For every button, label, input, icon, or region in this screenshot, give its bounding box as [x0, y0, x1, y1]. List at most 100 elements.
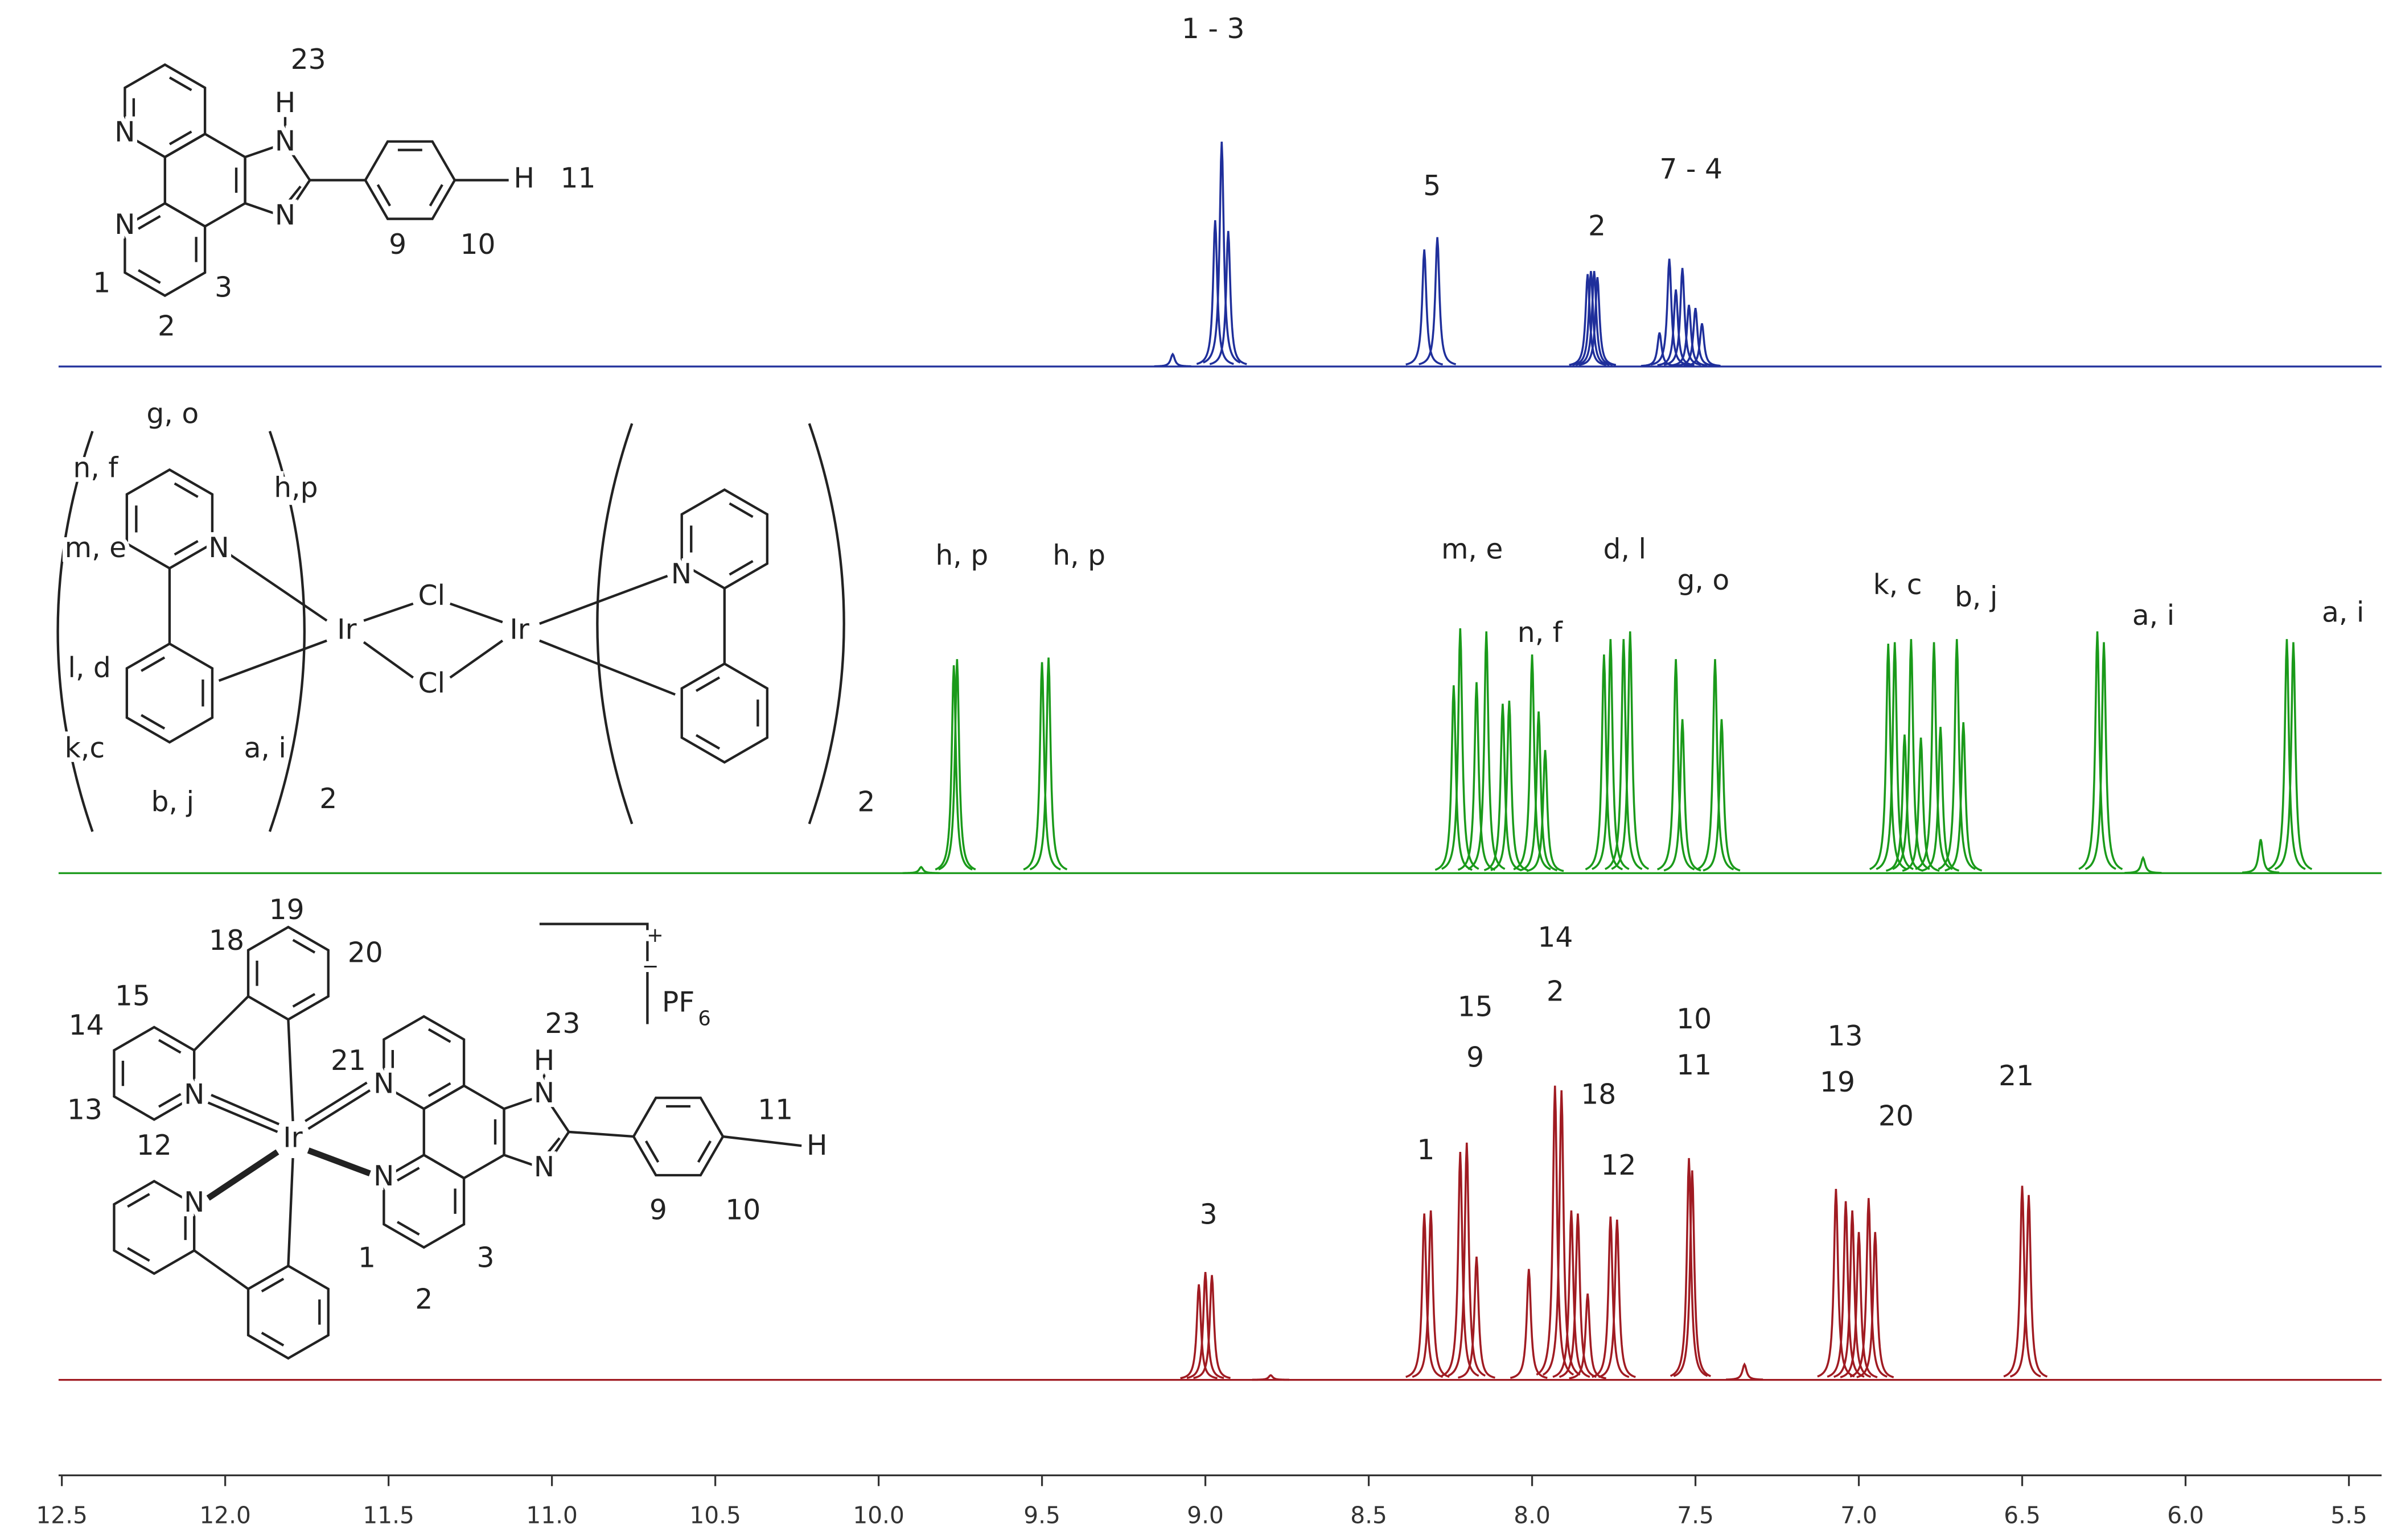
ring	[632, 1096, 725, 1177]
structure-label: +	[647, 924, 663, 947]
peak-annotation: 21	[1999, 1060, 2034, 1092]
peak	[1252, 1374, 1289, 1381]
structure-label: a, i	[244, 732, 286, 764]
structure-label: N	[534, 1077, 554, 1109]
peak-annotation: 14	[1537, 922, 1573, 954]
peak	[1856, 1232, 1894, 1378]
structure-label: 1	[93, 267, 110, 299]
bond	[729, 560, 754, 576]
bond	[427, 1082, 451, 1097]
structure-label: 9	[649, 1195, 667, 1226]
x-tick-label: 12.0	[199, 1501, 250, 1529]
x-tick-label: 10.5	[689, 1501, 741, 1529]
structure-label: 10	[725, 1195, 760, 1226]
bond	[450, 602, 503, 624]
bond	[695, 734, 721, 750]
peak	[2084, 642, 2123, 870]
bond	[363, 602, 414, 622]
wedge	[307, 1147, 371, 1177]
x-tick-label: 7.5	[1677, 1501, 1714, 1529]
structure-label: 3	[477, 1242, 495, 1274]
bond	[697, 1140, 712, 1163]
ring	[383, 1154, 466, 1249]
bond	[158, 1039, 182, 1054]
peak-annotation: b, j	[1955, 582, 1997, 613]
structure-label: 23	[545, 1008, 580, 1040]
bond	[218, 639, 327, 682]
structure-label: N	[114, 209, 135, 241]
peak	[1663, 719, 1701, 872]
structure-label: 23	[291, 44, 326, 76]
peak	[1196, 220, 1234, 365]
peak	[1944, 722, 1983, 872]
peak-annotation: 5	[1423, 170, 1441, 202]
peak	[938, 659, 976, 871]
bond	[138, 269, 161, 284]
ring	[124, 201, 207, 298]
peak-annotation: h, p	[1052, 540, 1105, 572]
structure-label: N	[208, 532, 229, 564]
x-tick-label: 6.5	[2004, 1501, 2041, 1529]
peak	[1673, 1170, 1711, 1377]
structure-label: N	[275, 200, 295, 232]
peak	[1186, 1272, 1224, 1379]
structure-label: g, o	[146, 398, 199, 430]
peak	[1526, 750, 1564, 872]
peak	[1650, 258, 1688, 366]
bond	[540, 1137, 561, 1162]
ring	[125, 642, 214, 744]
structure-label: −	[642, 954, 659, 978]
bond	[287, 1158, 294, 1266]
peak	[1840, 1232, 1878, 1378]
peak-annotation: 2	[1547, 975, 1564, 1007]
peak	[1441, 1152, 1479, 1377]
structure-label: 2	[319, 783, 337, 815]
peak-annotation: m, e	[1441, 534, 1503, 566]
peak	[1676, 307, 1715, 367]
peak	[1513, 654, 1551, 871]
peak-annotation: 13	[1828, 1020, 1863, 1052]
counter-ion-bracket	[539, 923, 649, 1024]
structure-label: 6	[698, 1007, 710, 1030]
bond	[193, 1249, 249, 1290]
bond	[158, 1093, 182, 1108]
spectra: 12.5 12.0 11.5 11.0 10.5 10.0 9.5 9.0 8.5 8.0 7.5 7…	[36, 13, 2382, 1529]
structure-label: N	[184, 1187, 204, 1218]
structure-label: H	[807, 1130, 828, 1162]
bond	[174, 540, 199, 556]
bond	[396, 1221, 420, 1236]
peak-annotation: 1 - 3	[1182, 13, 1245, 45]
bond	[281, 186, 302, 211]
peak	[1869, 644, 1907, 870]
structure-label: H	[513, 163, 535, 195]
structure-label: Ir	[337, 613, 357, 645]
peak	[1572, 271, 1610, 366]
bond	[292, 993, 316, 1008]
bond	[539, 639, 676, 696]
bond	[307, 1089, 371, 1130]
ring	[244, 142, 311, 219]
peak	[2268, 639, 2306, 870]
peak	[2242, 839, 2280, 874]
bond	[292, 938, 316, 954]
peak	[2124, 855, 2162, 874]
structure-label: 20	[348, 937, 383, 969]
peak	[1412, 1210, 1450, 1378]
x-tick-label: 5.5	[2330, 1501, 2367, 1529]
bond	[168, 130, 192, 146]
structure-label: N	[184, 1079, 204, 1111]
peak	[1938, 639, 1976, 870]
x-tick-label: 11.0	[526, 1501, 577, 1529]
peak	[1670, 304, 1708, 367]
peak	[2003, 1185, 2041, 1378]
peak	[1467, 631, 1506, 870]
structure-label: Cl	[418, 668, 445, 699]
bond	[141, 714, 166, 730]
bond	[211, 1093, 280, 1126]
peak	[1458, 1256, 1495, 1379]
bond	[722, 1135, 802, 1147]
bracket	[596, 423, 634, 825]
peak	[1209, 230, 1247, 365]
bond	[695, 676, 721, 692]
peak	[1448, 1142, 1486, 1377]
